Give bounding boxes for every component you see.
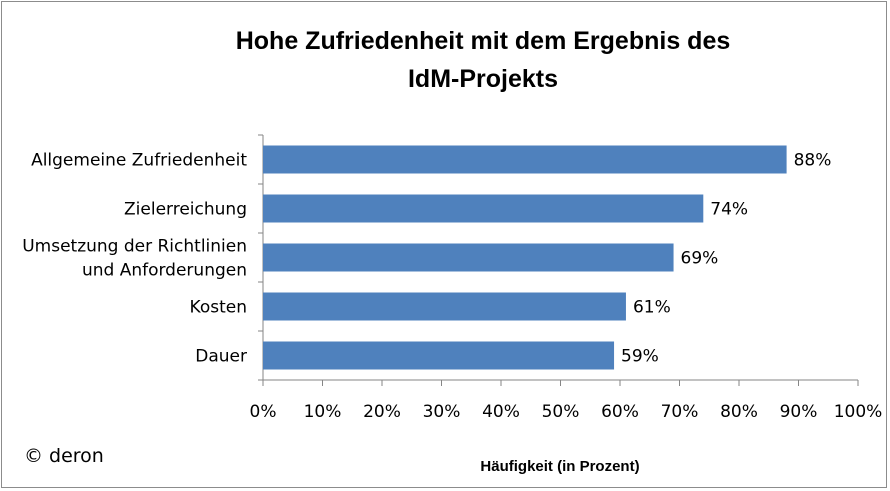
chart-title: Hohe Zufriedenheit mit dem Ergebnis des … bbox=[235, 27, 731, 93]
x-tick-label: 100% bbox=[834, 402, 883, 422]
data-label: 69% bbox=[681, 249, 719, 269]
data-label: 61% bbox=[633, 298, 671, 318]
bar bbox=[263, 145, 787, 174]
category-label: und Anforderungen bbox=[82, 261, 247, 281]
x-tick-label: 10% bbox=[304, 402, 342, 422]
x-tick-label: 0% bbox=[250, 402, 277, 422]
category-label: Dauer bbox=[195, 347, 247, 367]
x-tick-label: 50% bbox=[542, 402, 580, 422]
x-axis-title: Häufigkeit (in Prozent) bbox=[480, 458, 639, 475]
category-label: Zielerreichung bbox=[124, 200, 247, 220]
bar bbox=[263, 292, 626, 321]
x-tick-label: 80% bbox=[720, 402, 758, 422]
x-tick-label: 60% bbox=[601, 402, 639, 422]
copyright-notice: © deron bbox=[24, 445, 104, 467]
x-tick-label: 70% bbox=[661, 402, 699, 422]
x-tick-label: 40% bbox=[482, 402, 520, 422]
data-label: 59% bbox=[621, 347, 659, 367]
x-tick-label: 20% bbox=[363, 402, 401, 422]
data-label: 74% bbox=[710, 200, 748, 220]
category-label: Kosten bbox=[190, 298, 247, 318]
data-label: 88% bbox=[794, 151, 832, 171]
bar bbox=[263, 194, 704, 223]
bar bbox=[263, 341, 615, 370]
x-tick-label: 90% bbox=[780, 402, 818, 422]
x-tick-label: 30% bbox=[423, 402, 461, 422]
bar bbox=[263, 243, 674, 272]
category-label: Allgemeine Zufriedenheit bbox=[31, 151, 247, 171]
category-label: Umsetzung der Richtlinien bbox=[22, 237, 247, 257]
